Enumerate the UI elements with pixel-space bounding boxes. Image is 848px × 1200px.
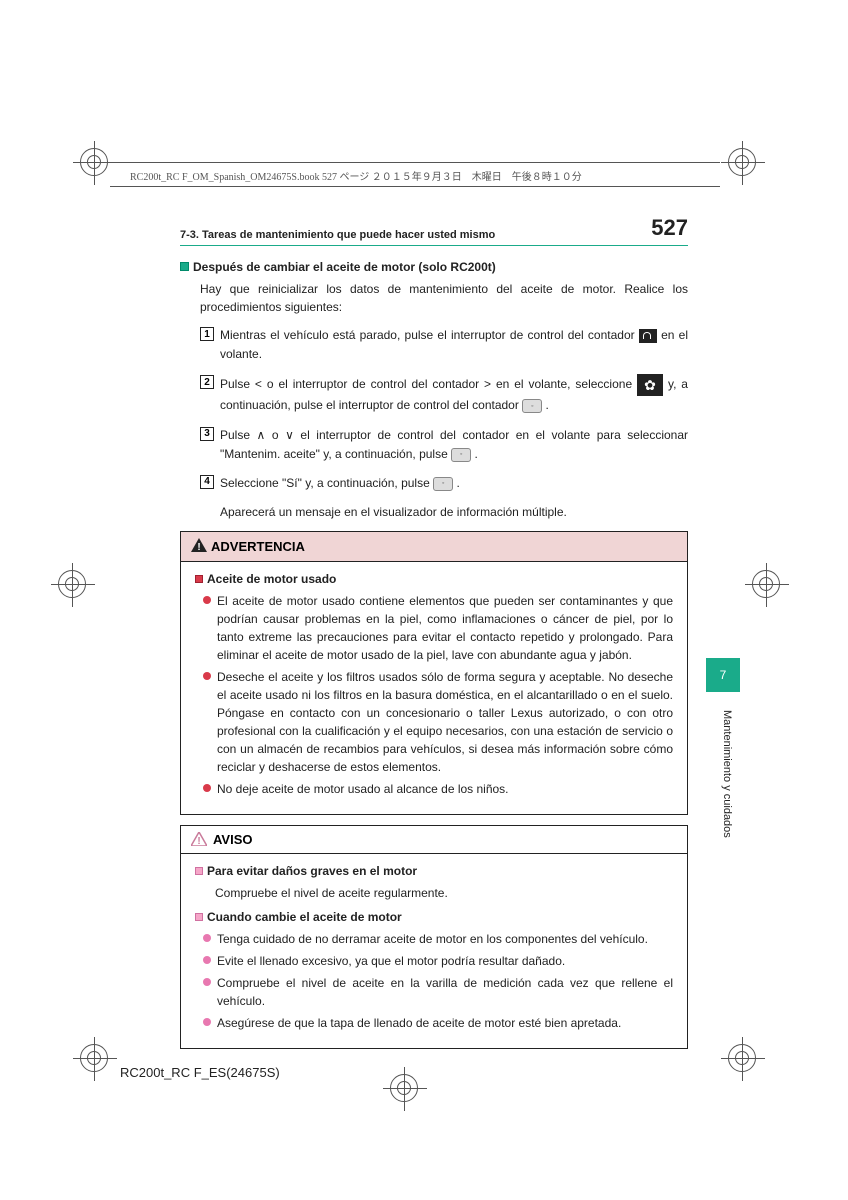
dot-icon [203, 596, 211, 604]
notice-box-header: ! AVISO [181, 826, 687, 854]
notice-text: Compruebe el nivel de aceite regularment… [215, 884, 673, 902]
ok-button-icon: ◦ [433, 477, 453, 491]
step-text: Pulse ∧ o ∨ el interruptor de control de… [220, 426, 688, 464]
svg-text:!: ! [197, 836, 200, 846]
dot-icon [203, 672, 211, 680]
intro-text: Hay que reinicializar los datos de mante… [200, 280, 688, 316]
step-text: Pulse < o el interruptor de control del … [220, 374, 688, 415]
crop-mark-br [728, 1044, 756, 1072]
svg-text:!: ! [197, 542, 200, 552]
dot-icon [203, 978, 211, 986]
warning-box-body: Aceite de motor usado El aceite de motor… [181, 562, 687, 814]
page-header: 7-3. Tareas de mantenimiento que puede h… [180, 215, 688, 246]
square-bullet-icon [180, 262, 189, 271]
ok-button-icon: ◦ [451, 448, 471, 462]
warning-subhead: Aceite de motor usado [195, 572, 673, 586]
square-bullet-icon [195, 867, 203, 875]
crop-mark-bc [390, 1074, 418, 1102]
warning-title: ADVERTENCIA [211, 539, 305, 554]
crop-mark-mr [752, 570, 780, 598]
dot-icon [203, 784, 211, 792]
heading-text: Después de cambiar el aceite de motor (s… [193, 260, 496, 274]
step-number-icon: 4 [200, 475, 214, 489]
ok-button-icon: ◦ [522, 399, 542, 413]
bullet-item: Tenga cuidado de no derramar aceite de m… [203, 930, 673, 948]
section-heading: Después de cambiar el aceite de motor (s… [180, 260, 688, 274]
square-bullet-icon [195, 575, 203, 583]
step-number-icon: 2 [200, 375, 214, 389]
notice-box-body: Para evitar daños graves en el motor Com… [181, 854, 687, 1048]
print-header: RC200t_RC F_OM_Spanish_OM24675S.book 527… [130, 168, 738, 183]
page-content: 7-3. Tareas de mantenimiento que puede h… [180, 215, 688, 1059]
step-row: 4 Seleccione "Sí" y, a continuación, pul… [200, 474, 688, 493]
notice-subhead: Para evitar daños graves en el motor [195, 864, 673, 878]
notice-subhead: Cuando cambie el aceite de motor [195, 910, 673, 924]
crop-rule-top [110, 162, 720, 163]
step-row: 2 Pulse < o el interruptor de control de… [200, 374, 688, 415]
bullet-item: El aceite de motor usado contiene elemen… [203, 592, 673, 664]
step-text: Seleccione "Sí" y, a continuación, pulse… [220, 474, 688, 493]
crop-mark-tl [80, 148, 108, 176]
bullet-item: Asegúrese de que la tapa de llenado de a… [203, 1014, 673, 1032]
warning-triangle-icon: ! [191, 538, 207, 555]
chapter-label: Mantenimiento y cuidados [721, 710, 733, 910]
crop-mark-bl [80, 1044, 108, 1072]
step-number-icon: 1 [200, 327, 214, 341]
bullet-item: Compruebe el nivel de aceite en la varil… [203, 974, 673, 1010]
notice-box: ! AVISO Para evitar daños graves en el m… [180, 825, 688, 1049]
step-row: 1 Mientras el vehículo está parado, puls… [200, 326, 688, 364]
page-number: 527 [651, 215, 688, 241]
warning-box-header: ! ADVERTENCIA [181, 532, 687, 562]
after-steps-text: Aparecerá un mensaje en el visualizador … [220, 503, 688, 521]
bullet-item: Evite el llenado excesivo, ya que el mot… [203, 952, 673, 970]
bullet-item: No deje aceite de motor usado al alcance… [203, 780, 673, 798]
chapter-tab: 7 [706, 658, 740, 692]
section-path: 7-3. Tareas de mantenimiento que puede h… [180, 229, 495, 241]
step-text: Mientras el vehículo está parado, pulse … [220, 326, 688, 364]
notice-title: AVISO [213, 832, 253, 847]
square-bullet-icon [195, 913, 203, 921]
bullet-item: Deseche el aceite y los filtros usados s… [203, 668, 673, 776]
step-row: 3 Pulse ∧ o ∨ el interruptor de control … [200, 426, 688, 464]
notice-triangle-icon: ! [191, 832, 207, 847]
meter-icon [639, 329, 657, 343]
crop-rule-top2 [110, 186, 720, 187]
gear-icon: ✿ [637, 374, 663, 396]
step-number-icon: 3 [200, 427, 214, 441]
warning-box: ! ADVERTENCIA Aceite de motor usado El a… [180, 531, 688, 815]
footer-code: RC200t_RC F_ES(24675S) [120, 1065, 280, 1080]
dot-icon [203, 1018, 211, 1026]
dot-icon [203, 934, 211, 942]
dot-icon [203, 956, 211, 964]
crop-mark-ml [58, 570, 86, 598]
